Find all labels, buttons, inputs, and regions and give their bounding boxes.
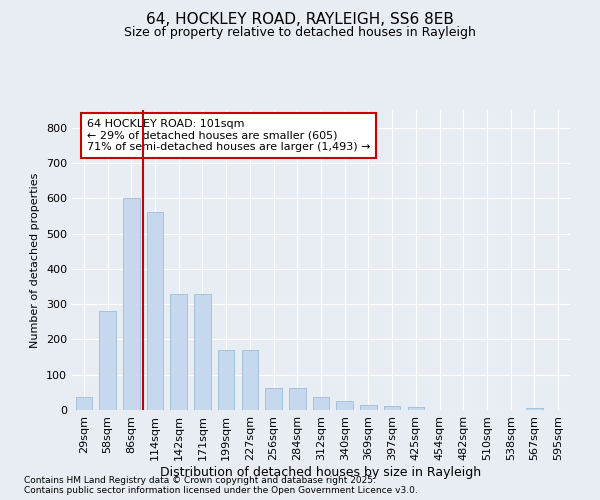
Text: 64, HOCKLEY ROAD, RAYLEIGH, SS6 8EB: 64, HOCKLEY ROAD, RAYLEIGH, SS6 8EB — [146, 12, 454, 28]
Bar — [337, 401, 353, 410]
Bar — [146, 212, 163, 410]
Bar — [194, 294, 211, 410]
Bar — [313, 396, 329, 410]
Bar — [123, 198, 140, 410]
Bar — [218, 350, 235, 410]
Bar — [407, 407, 424, 410]
Bar — [170, 294, 187, 410]
Bar — [242, 350, 258, 410]
Bar — [384, 406, 400, 410]
Bar — [360, 404, 377, 410]
X-axis label: Distribution of detached houses by size in Rayleigh: Distribution of detached houses by size … — [160, 466, 482, 478]
Text: Contains public sector information licensed under the Open Government Licence v3: Contains public sector information licen… — [24, 486, 418, 495]
Text: Contains HM Land Registry data © Crown copyright and database right 2025.: Contains HM Land Registry data © Crown c… — [24, 476, 376, 485]
Text: 64 HOCKLEY ROAD: 101sqm
← 29% of detached houses are smaller (605)
71% of semi-d: 64 HOCKLEY ROAD: 101sqm ← 29% of detache… — [87, 119, 370, 152]
Bar — [526, 408, 543, 410]
Bar — [99, 311, 116, 410]
Bar — [76, 396, 92, 410]
Bar — [289, 388, 305, 410]
Y-axis label: Number of detached properties: Number of detached properties — [31, 172, 40, 348]
Bar — [265, 388, 282, 410]
Text: Size of property relative to detached houses in Rayleigh: Size of property relative to detached ho… — [124, 26, 476, 39]
